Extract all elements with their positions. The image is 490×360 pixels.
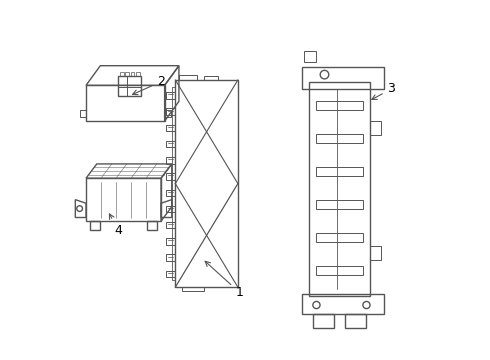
Bar bbox=[175, 80, 238, 287]
Bar bbox=[179, 75, 197, 80]
Bar bbox=[204, 76, 218, 80]
Bar bbox=[167, 255, 175, 261]
Bar bbox=[317, 167, 363, 176]
Text: 1: 1 bbox=[205, 261, 244, 299]
Bar bbox=[167, 206, 175, 212]
Bar bbox=[182, 287, 204, 292]
Bar bbox=[317, 266, 363, 275]
Bar bbox=[167, 141, 175, 147]
Bar bbox=[167, 190, 175, 196]
Bar bbox=[118, 76, 142, 96]
Bar bbox=[131, 72, 134, 76]
Bar bbox=[370, 121, 381, 135]
Bar bbox=[317, 200, 363, 209]
Bar bbox=[302, 294, 384, 314]
Bar bbox=[167, 125, 175, 131]
Bar bbox=[167, 108, 175, 115]
Bar bbox=[345, 314, 367, 328]
Bar bbox=[86, 85, 165, 121]
Bar bbox=[167, 222, 175, 229]
Bar bbox=[167, 157, 175, 163]
Bar bbox=[313, 314, 334, 328]
Bar bbox=[125, 72, 129, 76]
Bar bbox=[86, 178, 161, 221]
Bar bbox=[304, 51, 317, 62]
Bar bbox=[172, 87, 175, 280]
Text: 2: 2 bbox=[133, 75, 165, 95]
Bar bbox=[309, 82, 370, 296]
Bar bbox=[167, 173, 175, 180]
Bar bbox=[317, 233, 363, 242]
Bar bbox=[317, 134, 363, 143]
Bar bbox=[167, 271, 175, 277]
Text: 3: 3 bbox=[372, 82, 395, 99]
Bar bbox=[136, 72, 140, 76]
Bar bbox=[120, 72, 123, 76]
Bar bbox=[370, 246, 381, 260]
Bar bbox=[167, 92, 175, 99]
Bar bbox=[302, 67, 384, 89]
Bar bbox=[317, 102, 363, 111]
Text: 4: 4 bbox=[109, 214, 122, 237]
Bar bbox=[167, 238, 175, 245]
